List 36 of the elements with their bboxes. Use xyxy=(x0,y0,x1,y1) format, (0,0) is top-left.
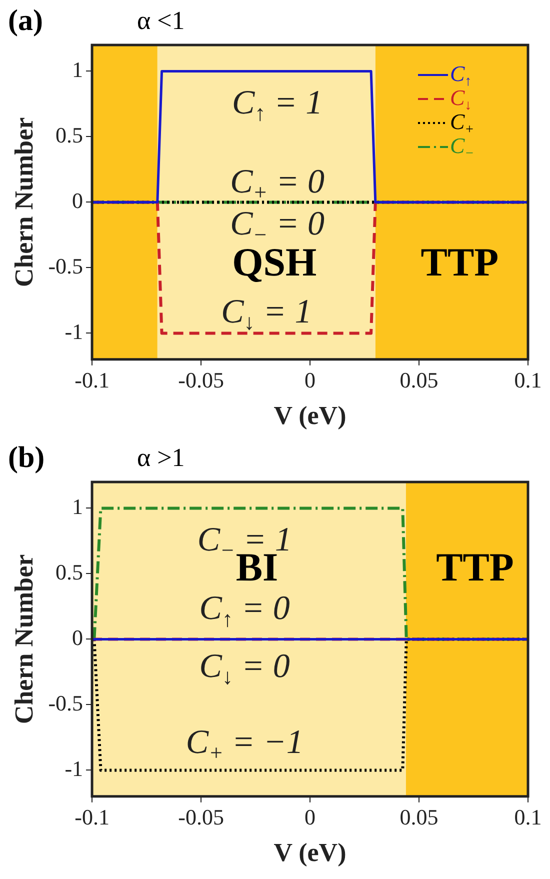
band-label: TTP xyxy=(436,544,514,590)
y-tick-label: 0 xyxy=(72,624,84,650)
y-tick-label: -1 xyxy=(64,318,84,344)
chart-subtitle: α >1 xyxy=(137,442,185,472)
x-tick-label: -0.1 xyxy=(74,804,110,830)
x-axis-title: V (eV) xyxy=(274,838,346,868)
annotation: C↑ = 1 xyxy=(232,84,323,126)
y-tick-label: 0.5 xyxy=(56,559,84,584)
x-tick-label: 0.1 xyxy=(514,804,542,830)
x-axis-title: V (eV) xyxy=(274,401,346,430)
annotation: C↑ = 0 xyxy=(199,590,290,632)
y-tick-label: -0.5 xyxy=(48,253,84,278)
x-tick-label: 0.05 xyxy=(400,804,438,830)
y-tick-label: 1 xyxy=(72,56,84,82)
annotation: C+ = −1 xyxy=(186,724,304,765)
x-tick-label: -0.05 xyxy=(178,804,224,830)
y-tick-label: 1 xyxy=(72,494,84,519)
y-tick-label: -0.5 xyxy=(48,690,84,716)
y-tick-label: 0.5 xyxy=(56,122,84,148)
chart-title: (a) xyxy=(8,4,43,37)
chart-title: (b) xyxy=(8,440,45,474)
x-tick-label: 0.05 xyxy=(400,367,438,392)
x-tick-label: -0.05 xyxy=(178,367,224,392)
annotation: C+ = 0 xyxy=(230,163,325,204)
chart-subtitle: α <1 xyxy=(137,6,185,35)
x-tick-label: -0.1 xyxy=(74,367,110,392)
x-tick-label: 0.1 xyxy=(514,367,542,392)
annotation: C↓ = 1 xyxy=(221,293,312,334)
band-label: TTP xyxy=(420,239,499,284)
x-tick-label: 0 xyxy=(304,804,316,830)
y-tick-label: -1 xyxy=(64,756,84,781)
y-tick-label: 0 xyxy=(72,188,84,213)
x-tick-label: 0 xyxy=(304,367,316,392)
annotation: C↓ = 0 xyxy=(199,648,290,690)
y-axis-title: Chern Number xyxy=(9,117,38,288)
y-axis-title: Chern Number xyxy=(9,554,38,724)
